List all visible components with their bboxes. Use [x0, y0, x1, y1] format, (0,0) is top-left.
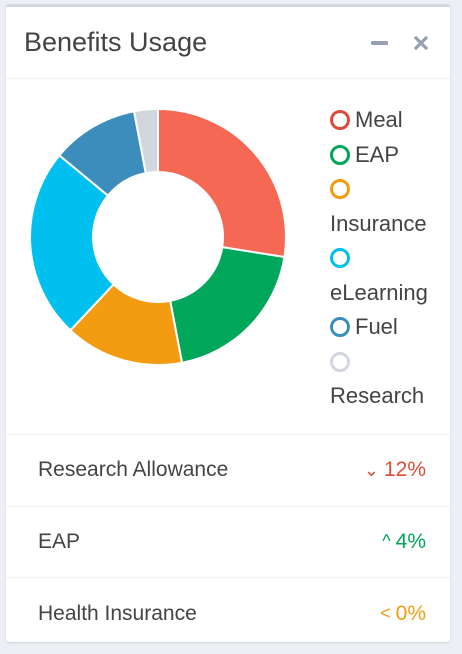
legend-item[interactable]: Research	[330, 345, 446, 414]
close-button[interactable]	[410, 32, 432, 54]
legend-circle-icon	[330, 351, 350, 372]
stats-list: Research Allowance ⌄ 12% EAP ^ 4% Health Insur…	[6, 435, 450, 650]
legend-label: Insurance	[330, 210, 427, 236]
donut-slice-research[interactable]	[132, 107, 159, 175]
card-tools	[368, 32, 432, 54]
chart-area: Meal EAP Insurance eLearning Fuel Research	[6, 79, 450, 435]
stat-percent: 0%	[395, 601, 426, 625]
donut-slice-eap[interactable]	[169, 246, 286, 364]
legend-circle-icon	[330, 110, 350, 130]
donut-chart[interactable]	[20, 103, 312, 395]
legend-circle-icon	[330, 144, 350, 165]
legend-circle-icon	[330, 179, 350, 199]
legend-item[interactable]: EAP	[330, 138, 446, 173]
stat-row[interactable]: EAP ^ 4%	[6, 507, 450, 578]
times-icon	[414, 35, 428, 50]
stat-value: ^ 4%	[382, 530, 426, 554]
chevron-down-icon: ⌄	[363, 459, 379, 480]
legend-item[interactable]: eLearning	[330, 241, 446, 310]
card-header: Benefits Usage	[6, 7, 450, 79]
donut-slice-elearning[interactable]	[29, 154, 115, 332]
card-title: Benefits Usage	[24, 27, 208, 57]
stat-value: <0%	[380, 602, 426, 626]
stat-percent: 12%	[383, 458, 426, 482]
legend-label: Research	[330, 383, 425, 408]
legend-label: Fuel	[355, 314, 398, 339]
stat-row[interactable]: Research Allowance ⌄ 12%	[6, 435, 450, 507]
legend-circle-icon	[330, 248, 350, 268]
stat-percent: 4%	[395, 529, 426, 553]
chevron-left-icon: <	[380, 603, 391, 624]
legend-item[interactable]: Insurance	[330, 172, 446, 241]
minus-icon	[370, 40, 388, 45]
stat-label: EAP	[38, 529, 81, 553]
legend-label: Meal	[355, 107, 403, 132]
legend-circle-icon	[330, 317, 350, 337]
stat-row[interactable]: Health Insurance <0%	[6, 578, 450, 650]
legend-item[interactable]: Fuel	[330, 310, 446, 345]
stat-label: Health Insurance	[38, 601, 197, 625]
legend-label: EAP	[355, 141, 400, 167]
minimize-button[interactable]	[368, 32, 390, 54]
chevron-up-icon: ^	[382, 531, 391, 552]
legend-label: eLearning	[330, 279, 428, 305]
donut-slice-meal[interactable]	[157, 107, 287, 259]
benefits-usage-card: Benefits Usage Meal EAP Insurance eLearning…	[6, 4, 450, 642]
legend-item[interactable]: Meal	[330, 103, 446, 138]
stat-value: ⌄ 12%	[364, 458, 426, 482]
stat-label: Research Allowance	[38, 458, 229, 482]
chart-legend: Meal EAP Insurance eLearning Fuel Research	[330, 103, 446, 414]
